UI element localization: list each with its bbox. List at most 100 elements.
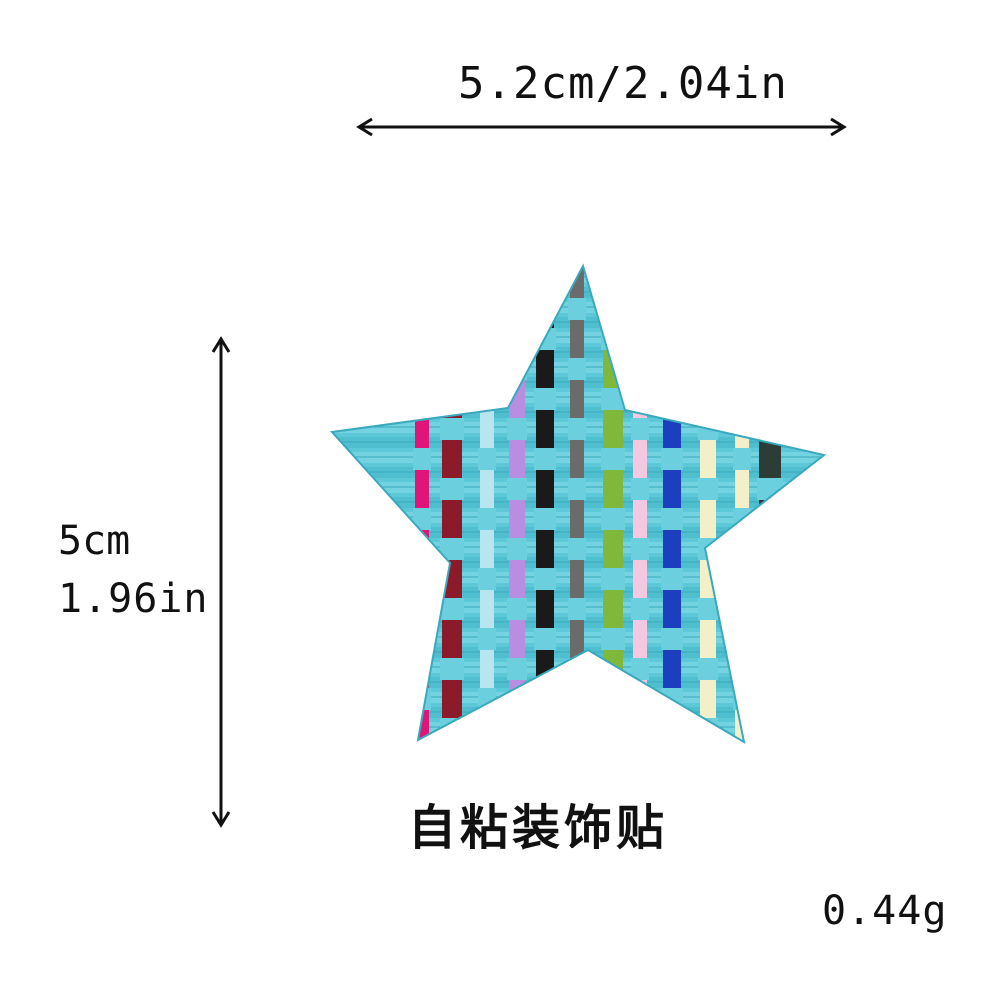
- weave-crossing: [661, 508, 683, 530]
- woven-star: [332, 266, 824, 770]
- weave-crossing: [661, 748, 683, 770]
- weave-crossing: [601, 268, 625, 290]
- weave-crossing: [698, 358, 718, 380]
- weave-crossing: [478, 508, 496, 530]
- weave-crossing: [757, 718, 783, 740]
- weave-crossing: [733, 388, 751, 410]
- weave-crossing: [601, 448, 625, 470]
- strand: [633, 266, 647, 742]
- weave-crossing: [733, 748, 751, 770]
- weave-crossing: [733, 328, 751, 350]
- weave-crossing: [507, 298, 527, 320]
- weave-crossing: [568, 598, 586, 620]
- weave-crossing: [507, 718, 527, 740]
- weave-crossing: [568, 298, 586, 320]
- weave-crossing: [413, 568, 431, 590]
- strand: [570, 266, 584, 742]
- width-dimension-arrow: [356, 117, 847, 137]
- strand: [700, 266, 716, 742]
- weave-crossing: [631, 718, 649, 740]
- weave-crossing: [413, 688, 431, 710]
- weave-crossing: [757, 598, 783, 620]
- strand: [442, 266, 462, 742]
- weave-crossing: [631, 298, 649, 320]
- weave-crossing: [601, 748, 625, 770]
- weave-crossing: [413, 388, 431, 410]
- weave-crossing: [733, 628, 751, 650]
- weave-crossing: [568, 358, 586, 380]
- weave-crossing: [631, 538, 649, 560]
- weave-crossing: [661, 268, 683, 290]
- weave-crossing: [534, 508, 556, 530]
- weave-crossing: [757, 658, 783, 680]
- weave-crossing: [631, 598, 649, 620]
- weave-crossing: [757, 418, 783, 440]
- weave-crossing: [757, 358, 783, 380]
- strand: [536, 266, 554, 742]
- height-in-label: 1.96in: [58, 576, 209, 622]
- weave-crossing: [698, 298, 718, 320]
- weave-crossing: [698, 478, 718, 500]
- weave-crossing: [601, 688, 625, 710]
- weave-crossing: [440, 598, 464, 620]
- weave-crossing: [478, 328, 496, 350]
- weave-crossing: [534, 448, 556, 470]
- weave-crossing: [631, 478, 649, 500]
- weave-crossing: [661, 628, 683, 650]
- weave-crossing: [757, 538, 783, 560]
- weave-crossing: [661, 388, 683, 410]
- weave-crossing: [601, 628, 625, 650]
- weave-crossing: [440, 298, 464, 320]
- weave-crossing: [568, 478, 586, 500]
- weave-crossing: [478, 748, 496, 770]
- height-dimension-arrow: [211, 336, 231, 828]
- weave-crossing: [568, 538, 586, 560]
- weave-crossing: [601, 508, 625, 530]
- weave-crossing: [507, 418, 527, 440]
- weave-crossing: [478, 388, 496, 410]
- weave-crossing: [568, 418, 586, 440]
- weave-crossing: [534, 748, 556, 770]
- strand: [759, 266, 781, 742]
- weave-crossing: [440, 658, 464, 680]
- weave-crossing: [507, 658, 527, 680]
- weave-crossing: [478, 628, 496, 650]
- weave-crossing: [413, 328, 431, 350]
- weave-crossing: [440, 358, 464, 380]
- weave-crossing: [440, 418, 464, 440]
- weave-crossing: [413, 628, 431, 650]
- weave-crossing: [534, 628, 556, 650]
- weave-crossing: [440, 478, 464, 500]
- weave-crossing: [733, 268, 751, 290]
- weave-crossing: [568, 658, 586, 680]
- weave-crossing: [661, 448, 683, 470]
- weave-crossing: [631, 658, 649, 680]
- weave-crossing: [661, 328, 683, 350]
- weave-crossing: [534, 268, 556, 290]
- height-cm-label: 5cm: [58, 518, 131, 564]
- weave-crossing: [631, 418, 649, 440]
- weave-crossing: [601, 568, 625, 590]
- weave-crossing: [631, 358, 649, 380]
- weave-crossing: [534, 388, 556, 410]
- weave-crossing: [478, 568, 496, 590]
- width-dimension-label: 5.2cm/2.04in: [458, 58, 788, 109]
- weight-label: 0.44g: [822, 888, 948, 934]
- weave-crossing: [568, 718, 586, 740]
- weave-crossing: [413, 448, 431, 470]
- product-caption: 自粘装饰贴: [408, 800, 669, 856]
- weave-crossing: [413, 508, 431, 530]
- weave-crossing: [698, 598, 718, 620]
- weave-crossing: [478, 448, 496, 470]
- weave-crossing: [507, 538, 527, 560]
- weave-crossing: [440, 538, 464, 560]
- weave-crossing: [733, 448, 751, 470]
- weave-crossing: [534, 688, 556, 710]
- weave-crossing: [507, 598, 527, 620]
- weave-crossing: [534, 568, 556, 590]
- weave-crossing: [478, 268, 496, 290]
- weave-crossing: [601, 388, 625, 410]
- weave-crossing: [698, 658, 718, 680]
- weave-crossing: [413, 268, 431, 290]
